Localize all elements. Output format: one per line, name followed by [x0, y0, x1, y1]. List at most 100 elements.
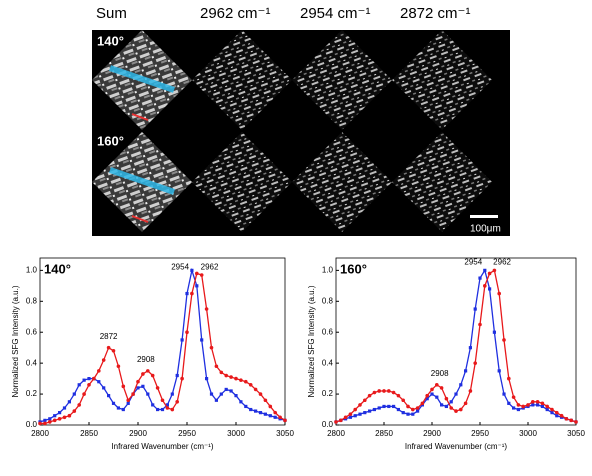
marker [367, 393, 372, 398]
marker [244, 404, 248, 409]
marker [497, 369, 501, 373]
marker [214, 364, 219, 369]
marker [444, 404, 448, 409]
marker [52, 418, 57, 423]
marker [156, 407, 160, 412]
marker [116, 364, 121, 369]
marker [175, 400, 179, 404]
marker [116, 406, 120, 410]
marker [199, 273, 204, 277]
y-tick-label: 0.2 [322, 389, 334, 398]
roi-mark [131, 215, 149, 223]
marker [406, 404, 410, 409]
marker [468, 346, 472, 350]
row-label: 140° [97, 33, 124, 48]
marker [244, 379, 248, 384]
marker [435, 395, 439, 399]
scale-label: 100μm [470, 224, 501, 235]
marker [185, 330, 189, 335]
marker [150, 373, 155, 378]
y-tick-label: 0.8 [26, 296, 38, 305]
marker [136, 386, 140, 390]
series-line [335, 268, 577, 423]
marker [382, 404, 386, 409]
marker [77, 403, 81, 407]
marker [555, 410, 559, 415]
y-tick-label: 0.0 [322, 420, 334, 429]
x-tick-label: 2800 [327, 429, 345, 438]
micrograph [192, 30, 292, 130]
marker [377, 389, 382, 393]
marker [440, 403, 444, 407]
marker [559, 413, 564, 418]
marker [516, 407, 520, 412]
marker [488, 287, 492, 291]
marker [545, 404, 549, 409]
marker [535, 400, 540, 404]
y-axis-label: Normalized SFG Intensity (a.u.) [11, 285, 20, 397]
roi-stripe [109, 167, 175, 195]
marker [258, 411, 263, 415]
marker [87, 377, 91, 381]
marker [185, 291, 189, 296]
marker [531, 400, 535, 404]
column-label: Sum [96, 5, 127, 22]
y-tick-label: 0.4 [26, 358, 38, 367]
y-tick-label: 0.0 [26, 420, 38, 429]
chart-title: 140° [44, 261, 71, 276]
marker [72, 409, 77, 413]
marker [175, 373, 179, 378]
marker [358, 412, 362, 416]
marker [439, 386, 444, 390]
marker [569, 418, 573, 423]
marker [141, 384, 145, 388]
x-axis-label: Infrared Wavenumber (cm⁻¹) [111, 442, 214, 451]
marker [239, 400, 243, 404]
y-tick-label: 0.2 [26, 389, 38, 398]
annotation: 2908 [137, 355, 155, 364]
marker [146, 369, 150, 373]
marker [574, 420, 578, 424]
marker [339, 418, 343, 423]
marker [92, 376, 96, 381]
marker [497, 291, 502, 296]
marker [190, 291, 194, 296]
marker [72, 392, 76, 396]
marker [268, 414, 272, 418]
marker [348, 412, 353, 416]
marker [111, 401, 116, 405]
column-label: 2962 cm⁻¹ [200, 5, 270, 22]
marker [195, 284, 199, 288]
marker [107, 394, 111, 398]
annotation: 2962 [493, 258, 511, 267]
annotation: 2908 [431, 369, 449, 378]
x-tick-label: 3050 [567, 429, 585, 438]
marker [521, 404, 525, 409]
marker [459, 407, 463, 412]
marker [363, 398, 367, 403]
marker [219, 392, 223, 396]
marker [487, 271, 492, 276]
marker [358, 403, 362, 407]
marker [111, 348, 116, 353]
marker [258, 392, 263, 396]
marker [368, 409, 372, 413]
marker [444, 396, 449, 401]
marker [382, 389, 386, 393]
marker [473, 361, 478, 365]
marker [396, 393, 401, 398]
marker [165, 403, 169, 407]
marker [555, 414, 559, 418]
marker [411, 412, 415, 416]
marker [391, 390, 396, 395]
marker [141, 372, 145, 376]
marker [531, 403, 535, 407]
marker [160, 398, 165, 403]
x-tick-label: 3000 [519, 429, 537, 438]
marker [205, 377, 209, 381]
micrograph [292, 132, 392, 232]
marker [536, 403, 540, 407]
marker [131, 392, 135, 396]
marker [180, 376, 184, 381]
marker [146, 392, 150, 396]
